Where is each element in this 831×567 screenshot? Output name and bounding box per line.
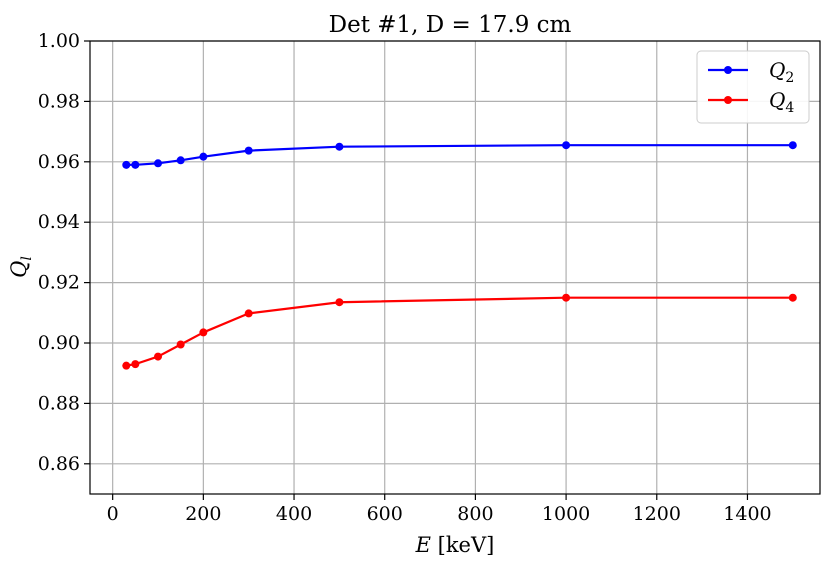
x-tick-label: 200 — [185, 503, 221, 525]
y-tick-label: 0.92 — [38, 272, 80, 294]
x-axis-label: E [keV] — [415, 533, 495, 557]
series-q4 — [122, 293, 797, 370]
y-tick-label: 0.90 — [38, 332, 80, 354]
series-layer — [122, 141, 797, 370]
series-line — [126, 296, 793, 367]
data-point — [199, 152, 208, 161]
y-tick-label: 0.94 — [38, 211, 80, 233]
x-tick-label: 1200 — [633, 503, 681, 525]
y-tick-label: 0.86 — [38, 453, 80, 475]
y-tick-label: 0.88 — [38, 392, 80, 414]
y-tick-label: 0.96 — [38, 151, 80, 173]
data-point — [131, 360, 140, 369]
svg-text:Ql: Ql — [7, 256, 35, 278]
legend-label: Q4 — [769, 88, 794, 116]
data-point — [199, 328, 208, 337]
data-point — [122, 160, 131, 169]
data-point — [562, 293, 571, 302]
legend-label: Q2 — [769, 58, 794, 86]
legend-marker — [724, 96, 732, 104]
data-point — [335, 298, 344, 307]
data-point — [562, 141, 571, 150]
x-tick-label: 600 — [367, 503, 403, 525]
data-point — [176, 340, 185, 349]
legend-entry-q2: Q2 — [708, 58, 794, 86]
plot-frame — [89, 40, 821, 495]
data-point — [176, 156, 185, 165]
x-tick-label: 1400 — [723, 503, 771, 525]
axis-ticks: 0 200 400 600 800 1000 1200 1400 0.86 0.88 0.90 0.9… — [38, 30, 772, 525]
legend-marker — [724, 66, 732, 74]
x-tick-label: 800 — [457, 503, 493, 525]
data-point — [788, 293, 797, 302]
legend-entry-q4: Q4 — [708, 88, 794, 116]
data-point — [122, 361, 131, 370]
data-point — [131, 160, 140, 169]
y-tick-label: 1.00 — [38, 30, 80, 52]
data-point — [154, 352, 163, 361]
y-axis-label: Ql — [7, 256, 35, 278]
chart-title: Det #1, D = 17.9 cm — [329, 12, 572, 38]
data-point — [335, 142, 344, 151]
data-point — [244, 146, 253, 155]
y-tick-label: 0.98 — [38, 90, 80, 112]
grid-lines — [90, 40, 820, 494]
series-q2 — [122, 141, 797, 169]
x-tick-label: 400 — [276, 503, 312, 525]
data-point — [154, 159, 163, 168]
x-tick-label: 1000 — [542, 503, 590, 525]
x-tick-label: 0 — [107, 503, 119, 525]
data-point — [788, 141, 797, 150]
data-point — [244, 309, 253, 318]
